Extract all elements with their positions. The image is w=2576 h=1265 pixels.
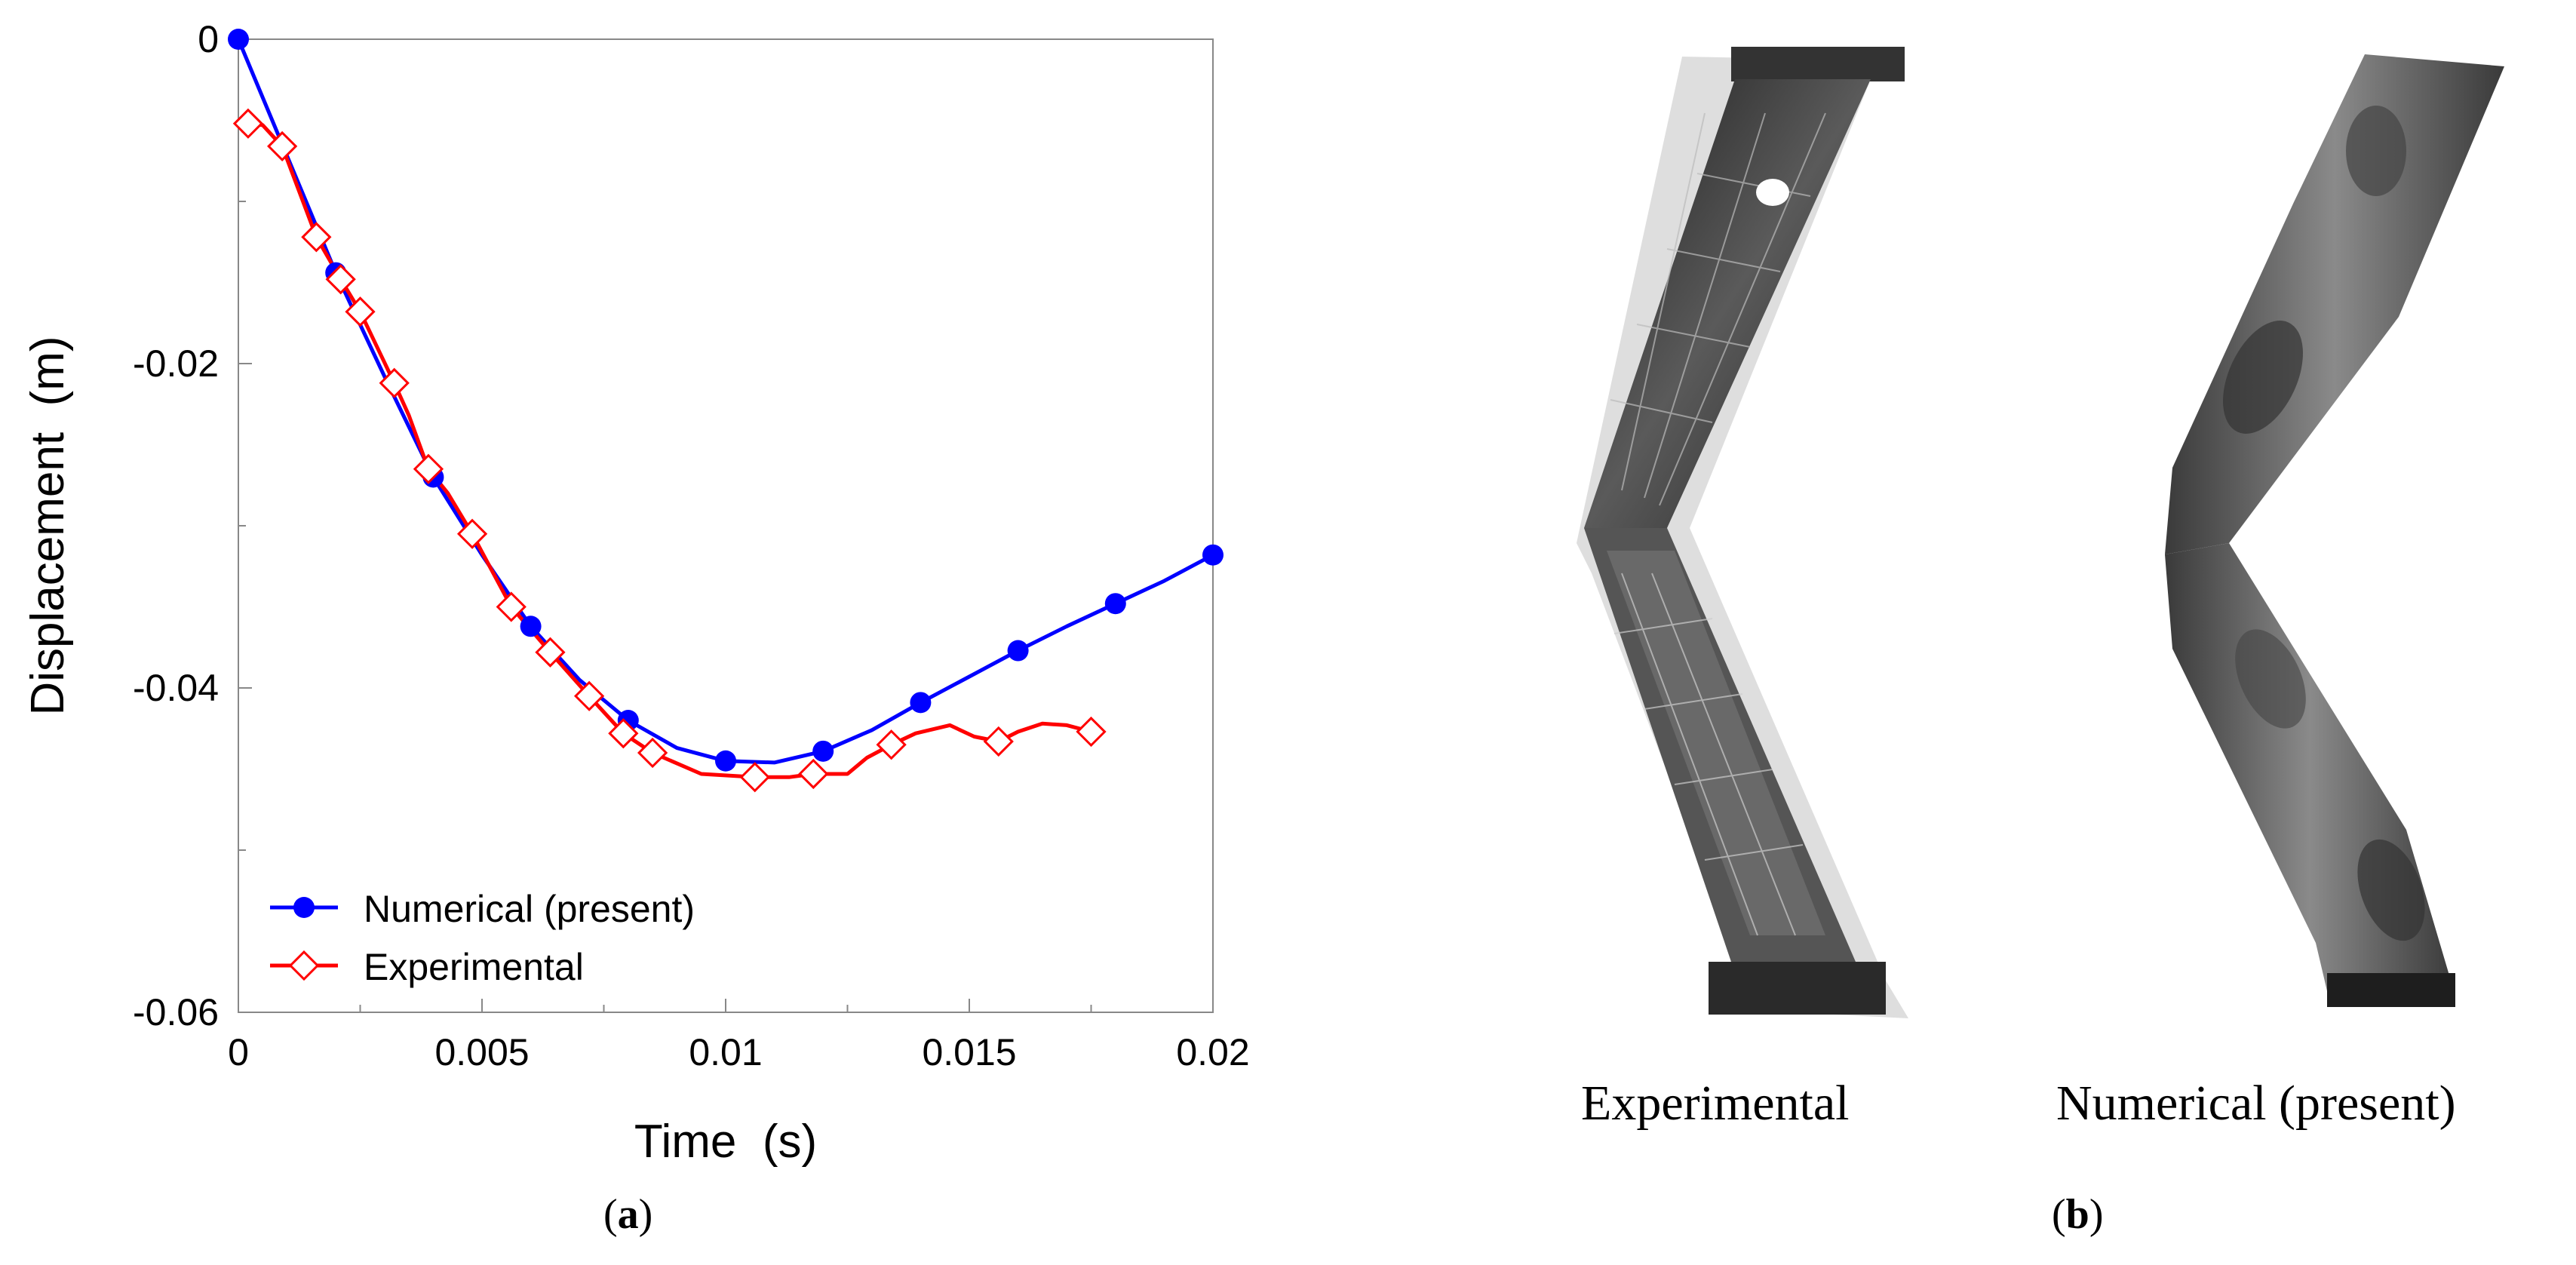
x-tick-label: 0	[228, 1031, 249, 1073]
panel-a-label: (a)	[603, 1191, 653, 1238]
y-tick-label: 0	[198, 18, 219, 60]
data-point-experimental	[739, 762, 770, 793]
data-point-experimental	[413, 453, 444, 484]
data-point-numerical	[812, 740, 834, 762]
data-point-experimental	[379, 367, 410, 398]
data-point-numerical	[910, 692, 932, 714]
legend-marker-numerical	[293, 897, 315, 918]
data-point-numerical	[715, 750, 736, 772]
y-tick-labels: 0 -0.02 -0.04 -0.06	[133, 18, 219, 1033]
caption-experimental: Experimental	[1581, 1076, 1850, 1131]
data-point-experimental	[798, 758, 829, 790]
data-point-experimental	[232, 108, 264, 139]
data-point-numerical	[520, 616, 542, 637]
legend-label-numerical: Numerical (present)	[364, 888, 695, 930]
data-point-experimental	[573, 680, 605, 711]
data-point-experimental	[608, 718, 639, 749]
x-axis-label: Time (s)	[634, 1116, 817, 1168]
x-tick-label: 0.015	[922, 1031, 1016, 1073]
data-point-experimental	[983, 726, 1014, 757]
x-tick-label: 0.005	[434, 1031, 529, 1073]
panel-b-label: (b)	[2052, 1191, 2104, 1238]
x-tick-label: 0.02	[1176, 1031, 1249, 1073]
y-axis-label: Displacement (m)	[22, 336, 74, 716]
experimental-specimen-image	[1577, 47, 1908, 1018]
data-point-numerical	[1104, 593, 1126, 615]
x-tick-labels: 0 0.005 0.01 0.015 0.02	[228, 1031, 1250, 1073]
legend-label-experimental: Experimental	[364, 946, 584, 988]
numerical-specimen-image	[2165, 54, 2504, 1007]
legend-marker-experimental	[288, 950, 320, 981]
data-point-experimental	[1076, 716, 1107, 748]
data-point-experimental	[637, 737, 668, 769]
data-point-experimental	[267, 130, 298, 162]
data-point-experimental	[535, 637, 566, 668]
data-point-experimental	[876, 729, 907, 760]
series-markers	[228, 29, 1224, 793]
y-tick-label: -0.04	[133, 667, 219, 709]
data-point-experimental	[345, 296, 376, 327]
data-point-experimental	[496, 591, 527, 622]
y-tick-label: -0.06	[133, 991, 219, 1033]
legend: Numerical (present) Experimental	[270, 888, 695, 988]
caption-numerical: Numerical (present)	[2056, 1076, 2456, 1131]
data-point-experimental	[301, 222, 332, 253]
data-point-experimental	[456, 518, 488, 549]
x-tick-label: 0.01	[689, 1031, 762, 1073]
data-point-numerical	[1202, 544, 1224, 566]
data-point-experimental	[325, 264, 356, 295]
data-point-numerical	[1007, 640, 1029, 662]
data-point-numerical	[228, 29, 249, 50]
y-tick-label: -0.02	[133, 342, 219, 385]
axis-ticks	[238, 38, 1214, 1013]
